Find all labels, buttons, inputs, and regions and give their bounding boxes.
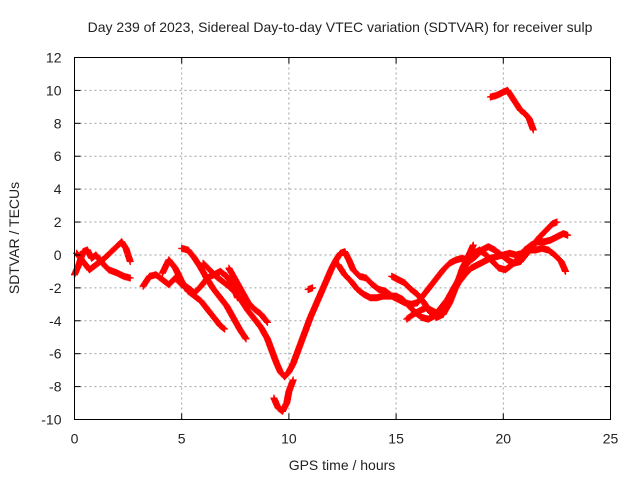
x-tick-label: 0 [71, 431, 79, 447]
data-point-markers [178, 244, 250, 343]
y-tick-label: 8 [54, 115, 62, 131]
x-tick-label: 20 [496, 431, 512, 447]
y-tick-label: 10 [46, 82, 62, 98]
data-point-markers [334, 230, 572, 323]
data-point-markers [270, 376, 297, 415]
data-point-markers [73, 238, 134, 274]
x-tick-label: 5 [178, 431, 186, 447]
y-tick-label: 2 [54, 214, 62, 230]
series-track-j [334, 230, 572, 323]
data-point-markers [388, 241, 477, 321]
y-tick-labels: -10 -8 -6 -4 -2 0 2 4 6 8 10 12 [41, 50, 61, 428]
series-track-b [73, 238, 134, 274]
data-point-markers [304, 284, 316, 293]
series-track-m [486, 86, 537, 134]
y-tick-label: -4 [49, 313, 62, 329]
series-track-h [270, 376, 297, 415]
x-tick-label: 15 [388, 431, 404, 447]
plot-frame [74, 57, 611, 420]
y-tick-label: 6 [54, 148, 62, 164]
y-tick-label: 4 [54, 181, 62, 197]
data-point-markers [486, 86, 537, 134]
y-tick-label: -8 [49, 379, 62, 395]
x-tick-label: 25 [603, 431, 619, 447]
y-tick-label: 12 [46, 50, 62, 66]
y-tick-label: 0 [54, 247, 62, 263]
y-tick-label: -2 [49, 280, 62, 296]
x-tick-label: 10 [281, 431, 297, 447]
y-tick-label: -10 [41, 412, 61, 428]
series-track-i [304, 284, 316, 293]
axis-ticks [74, 57, 611, 420]
series-track-d [158, 256, 229, 333]
chart-title: Day 239 of 2023, Sidereal Day-to-day VTE… [88, 19, 593, 35]
y-axis-label: SDTVAR / TECUs [6, 182, 22, 294]
y-tick-label: -6 [49, 346, 62, 362]
data-point-markers [225, 264, 271, 326]
series-track-e [178, 244, 250, 343]
data-point-markers [158, 256, 229, 333]
x-axis-label: GPS time / hours [289, 457, 396, 473]
series-track-g [225, 264, 271, 326]
data-series [71, 86, 572, 415]
grid-lines [74, 57, 611, 420]
series-track-l [388, 241, 477, 321]
x-tick-labels: 0 5 10 15 20 25 [71, 431, 619, 447]
